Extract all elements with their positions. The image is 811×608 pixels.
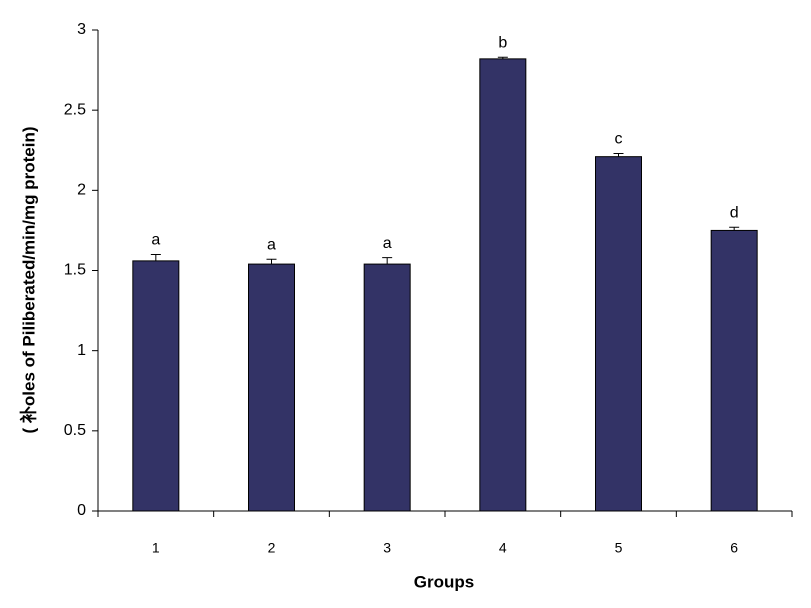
y-tick-label: 0.5: [64, 422, 86, 439]
bar: [710, 229, 758, 512]
y-tick-label: 0: [77, 502, 86, 519]
annotation: b: [498, 34, 507, 51]
error-bar: [150, 253, 161, 261]
error-bar: [613, 152, 624, 157]
y-axis-title: ( 补oles of Piliberated/min/mg protein): [18, 127, 38, 434]
bar: [132, 260, 180, 512]
error-bar: [382, 257, 393, 265]
x-tick-label: 1: [152, 540, 160, 556]
x-tick-label: 3: [383, 540, 391, 556]
bar: [595, 156, 642, 512]
y-tick-label: 2: [77, 182, 86, 199]
x-tick-label: 5: [615, 540, 623, 556]
x-tick-label: 4: [499, 540, 507, 556]
annotation: a: [151, 232, 160, 249]
y-tick-label: 3: [77, 21, 86, 38]
x-axis-title: Groups: [414, 572, 474, 591]
y-tick-label: 2.5: [64, 101, 86, 118]
y-tick-label: 1: [77, 342, 86, 359]
error-bar: [729, 226, 740, 231]
bar: [363, 263, 411, 512]
error-bar: [266, 258, 277, 265]
annotation: c: [615, 131, 623, 148]
error-bar: [497, 56, 508, 59]
x-tick-label: 2: [268, 540, 276, 556]
x-tick-label: 6: [730, 540, 738, 556]
annotation: d: [730, 204, 739, 221]
y-tick-label: 1.5: [64, 262, 86, 279]
bar: [248, 263, 295, 512]
annotation: a: [267, 236, 276, 253]
annotation: a: [383, 235, 392, 252]
bar: [479, 58, 527, 512]
